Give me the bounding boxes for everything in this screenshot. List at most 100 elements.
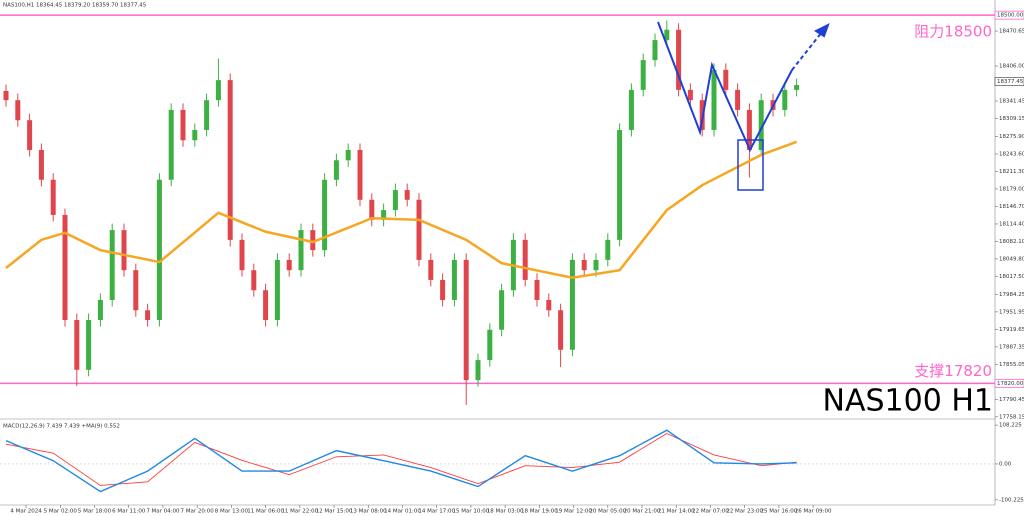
y-tick-label: 18309.15 xyxy=(999,116,1024,122)
x-tick-label: 25 Mar 16:00 xyxy=(761,509,798,515)
candle-body xyxy=(711,69,717,130)
candle-body xyxy=(558,310,564,350)
candle-body xyxy=(735,89,741,110)
macd-tick-label: -100.225 xyxy=(999,497,1024,503)
candle-body xyxy=(145,310,151,320)
candle-body xyxy=(628,89,634,130)
y-tick-label: 17919.65 xyxy=(999,327,1024,333)
y-tick-label: 18211.30 xyxy=(999,169,1024,175)
candle-body xyxy=(640,60,646,90)
candle-body xyxy=(180,109,186,141)
level-text: 支撑17820 xyxy=(914,362,992,380)
candle-body xyxy=(676,29,682,90)
x-tick-label: 18 Mar 19:00 xyxy=(521,509,558,515)
y-tick-label: 18179.00 xyxy=(999,186,1024,192)
y-tick-label: 17790.45 xyxy=(999,397,1024,403)
candle-body xyxy=(652,40,658,61)
candle-body xyxy=(156,179,162,320)
candle-body xyxy=(15,100,21,121)
x-tick-label: 26 Mar 09:00 xyxy=(795,509,832,515)
candle-body xyxy=(121,230,127,271)
moving-average xyxy=(5,140,798,280)
highlight-box xyxy=(737,139,764,191)
candle-body xyxy=(74,319,80,370)
candle-body xyxy=(204,100,210,130)
candle-body xyxy=(451,259,457,300)
candle-body xyxy=(581,259,587,271)
candle-body xyxy=(758,100,764,150)
candle-body xyxy=(463,259,469,381)
candle-body xyxy=(617,129,623,240)
y-tick-label: 18470.65 xyxy=(999,29,1024,35)
candle-body xyxy=(322,179,328,251)
x-tick-label: 6 Mar 11:00 xyxy=(112,509,146,515)
marks: 18470.65 18406.00 18341.45 18309.15 18275.90… xyxy=(0,10,1024,515)
candle-body xyxy=(168,109,174,180)
x-tick-label: 4 Mar 2024 xyxy=(10,509,42,515)
y-tick-label: 18146.70 xyxy=(999,204,1024,210)
macd-label: MACD(12,26,9) 7.439 7.439 +MA(9) 0.552 xyxy=(3,424,120,430)
candle-body xyxy=(274,259,280,320)
candle-body xyxy=(782,89,788,110)
candle-body xyxy=(50,179,56,215)
x-tick-label: 7 Mar 04:00 xyxy=(146,509,180,515)
x-tick-label: 13 Mar 08:00 xyxy=(350,509,387,515)
y-tick-label: 18017.50 xyxy=(999,274,1024,280)
level-tag-label: 17820.00 xyxy=(997,381,1024,387)
pattern-annotation xyxy=(657,21,830,191)
candle-body xyxy=(86,319,92,370)
symbol-info: NAS100,H1 18364.45 18379.20 18359.70 183… xyxy=(3,3,147,9)
watermark: NAS100 H1 xyxy=(823,384,993,419)
candle-body xyxy=(310,230,316,251)
x-tick-label: 14 Mar 17:00 xyxy=(418,509,455,515)
candle-body xyxy=(381,210,387,220)
x-tick-label: 20 Mar 05:00 xyxy=(589,509,626,515)
candle-body xyxy=(404,190,410,200)
macd-macd xyxy=(5,429,797,493)
level-tag-label: 18500.00 xyxy=(997,13,1024,19)
candle-body xyxy=(605,239,611,260)
candle-body xyxy=(794,85,800,90)
candle-body xyxy=(475,360,481,381)
zigzag xyxy=(657,21,793,153)
y-tick-label: 18049.80 xyxy=(999,256,1024,262)
candle-body xyxy=(333,160,339,180)
candle-body xyxy=(251,270,257,291)
current-price-label: 18377.45 xyxy=(997,79,1024,85)
candle-body xyxy=(286,259,292,271)
y-tick-label: 17984.25 xyxy=(999,292,1024,298)
x-tick-label: 12 Mar 15:00 xyxy=(316,509,353,515)
candle-body xyxy=(227,80,233,240)
level-tag xyxy=(994,378,1024,388)
candle-body xyxy=(109,230,115,300)
x-tick-label: 8 Mar 13:00 xyxy=(215,509,249,515)
candle-body xyxy=(569,259,575,350)
x-tick-label: 21 Mar 14:00 xyxy=(658,509,695,515)
candle-body xyxy=(369,199,375,220)
y-tick-label: 18114.40 xyxy=(999,221,1024,227)
candle-body xyxy=(298,230,304,271)
y-tick-label: 17887.35 xyxy=(999,344,1024,350)
candle-body xyxy=(3,90,9,101)
candle-body xyxy=(62,214,68,320)
current-price-tag xyxy=(994,77,1024,86)
candle-body xyxy=(345,149,351,161)
candle-body xyxy=(546,299,552,311)
x-tick-label: 22 Mar 07:00 xyxy=(692,509,729,515)
x-tick-label: 5 Mar 18:00 xyxy=(78,509,112,515)
y-tick-label: 18082.10 xyxy=(999,239,1024,245)
candle-body xyxy=(192,129,198,141)
y-tick-label: 18406.00 xyxy=(999,64,1024,70)
candle-body xyxy=(487,329,493,361)
candle-body xyxy=(27,120,33,150)
macd-tick-label: 108.225 xyxy=(999,423,1022,429)
y-tick-label: 18243.60 xyxy=(999,151,1024,157)
y-tick-label: 18275.90 xyxy=(999,134,1024,140)
y-tick-label: 18341.45 xyxy=(999,99,1024,105)
projection xyxy=(791,31,823,71)
x-tick-label: 15 Mar 10:00 xyxy=(453,509,490,515)
arrow-head xyxy=(813,22,830,38)
candle-body xyxy=(440,279,446,300)
level-tag xyxy=(994,10,1024,20)
